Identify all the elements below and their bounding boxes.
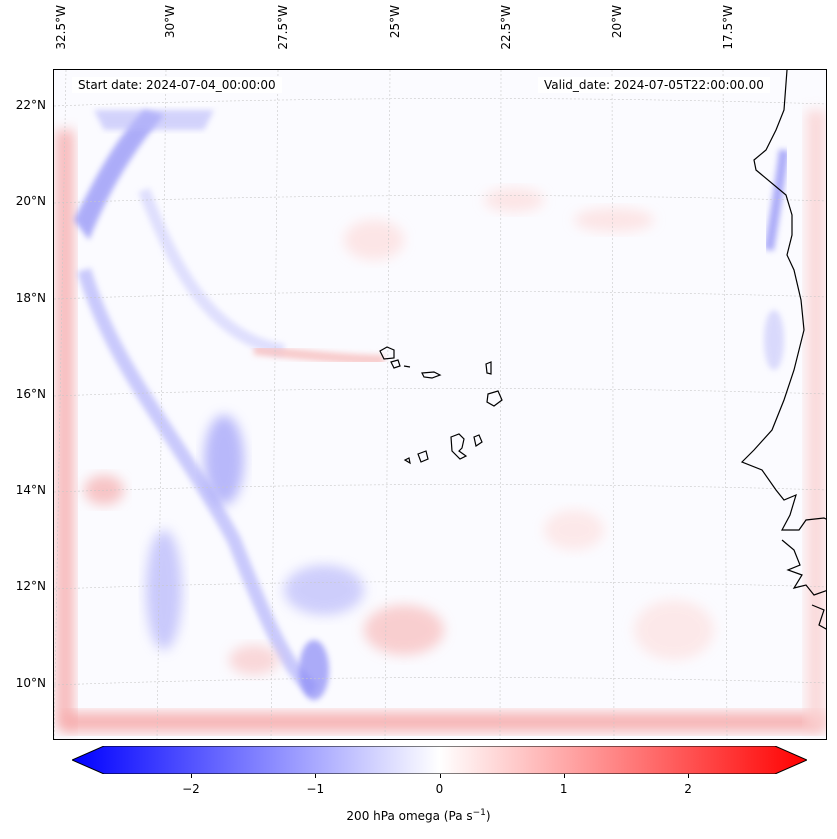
omega-field-map — [54, 70, 826, 739]
lon-label: 32.5°W — [54, 5, 68, 50]
colorbar-label-text: 200 hPa omega (Pa s — [346, 809, 473, 823]
valid-date-label: Valid_date: 2024-07-05T22:00:00.00 — [538, 77, 770, 93]
map-panel — [53, 69, 827, 740]
lat-label: 20°N — [15, 194, 46, 208]
colorbar-tick-mark — [315, 774, 317, 778]
colorbar-gradient — [72, 746, 807, 774]
colorbar-tick-label: −1 — [306, 782, 325, 796]
lon-label: 20°W — [610, 5, 624, 39]
lat-label: 22°N — [15, 98, 46, 112]
lat-label: 14°N — [15, 483, 46, 497]
lon-label: 30°W — [163, 5, 177, 39]
colorbar-tick-mark — [688, 774, 690, 778]
lon-label: 17.5°W — [721, 5, 735, 50]
colorbar-tick-label: 2 — [684, 782, 692, 796]
colorbar-tick-label: −2 — [182, 782, 200, 796]
lat-label: 10°N — [15, 676, 46, 690]
lat-label: 18°N — [15, 291, 46, 305]
colorbar-tick-mark — [563, 774, 565, 778]
lon-label: 27.5°W — [276, 5, 290, 50]
lon-label: 22.5°W — [499, 5, 513, 50]
start-date-label: Start date: 2024-07-04_00:00:00 — [72, 77, 282, 93]
colorbar-tick-label: 1 — [559, 782, 568, 796]
coastline — [379, 70, 826, 630]
colorbar-tick-label: 0 — [435, 782, 444, 796]
omega-field-patches — [56, 110, 826, 732]
colorbar-label-close: ) — [485, 809, 491, 823]
lat-label: 16°N — [15, 387, 46, 401]
colorbar — [72, 746, 807, 774]
colorbar-label-exponent: −1 — [472, 808, 486, 818]
lon-label: 25°W — [388, 5, 402, 39]
lat-label: 12°N — [15, 579, 46, 593]
colorbar-tick-mark — [190, 774, 192, 778]
colorbar-tick-mark — [439, 774, 441, 778]
colorbar-label: 200 hPa omega (Pa s−1) — [0, 808, 837, 823]
